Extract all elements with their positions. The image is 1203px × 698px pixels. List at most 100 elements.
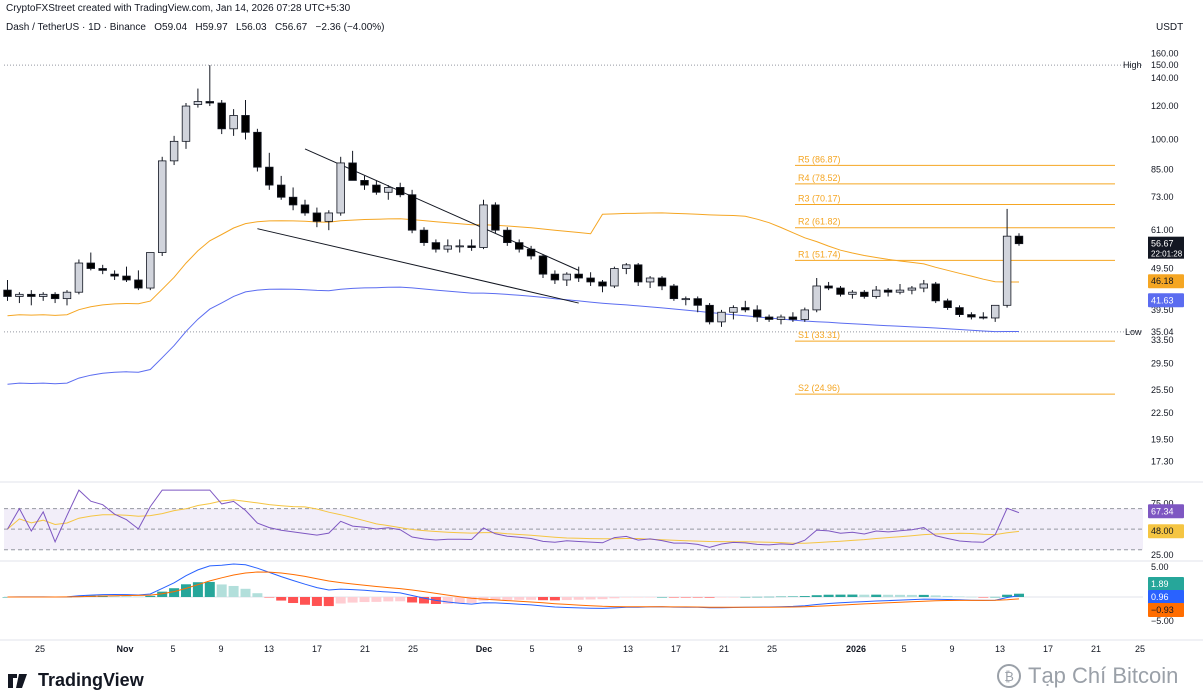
macd-histogram-bar (276, 597, 287, 601)
candle (729, 307, 738, 313)
macd-histogram-bar (764, 596, 775, 598)
candle (836, 287, 845, 295)
macd-histogram-bar (442, 597, 453, 604)
high-label: H (195, 22, 203, 33)
macd-histogram-bar (216, 584, 227, 597)
macd-histogram-bar (1002, 594, 1013, 597)
time-axis-tick: 5 (529, 644, 534, 654)
candle (776, 316, 786, 320)
candle (991, 304, 1000, 319)
macd-histogram-bar (383, 597, 394, 602)
macd-histogram-bar (335, 597, 346, 604)
rsi-line (7, 489, 1020, 548)
tradingview-logo[interactable]: TradingView (8, 670, 144, 691)
time-axis-tick: 9 (949, 644, 954, 654)
macd-histogram-bar (847, 594, 858, 597)
price-axis-tick: 25.50 (1151, 385, 1174, 395)
macd-histogram-bar (526, 597, 537, 600)
candle (312, 212, 322, 222)
candle (598, 281, 607, 287)
candle (253, 131, 262, 168)
last-price-badge-bg (1148, 236, 1184, 259)
macd-histogram-bar (918, 594, 929, 597)
price-axis-tick: 17.30 (1151, 456, 1174, 466)
candle (288, 196, 298, 206)
macd-histogram-bar (680, 597, 691, 598)
macd-histogram-bar (728, 597, 739, 598)
time-axis: 25 Nov 5 9 13 17 21 25 Dec 5 9 13 17 21 25 2026 5 9 13 17 21… (35, 644, 1145, 654)
price-axis-tick: 22.50 (1151, 408, 1174, 418)
candle (74, 262, 84, 293)
macd-histogram-bar (657, 596, 667, 598)
time-axis-tick: 25 (767, 644, 777, 654)
tradingview-logo-text: TradingView (38, 670, 144, 690)
low-label: L (236, 22, 242, 33)
macd-histogram-bar (942, 595, 953, 597)
candle (407, 194, 417, 231)
candle (443, 245, 452, 250)
time-axis-tick: 9 (218, 644, 223, 654)
candle (491, 204, 500, 231)
macd-histogram-bar (466, 597, 477, 603)
macd-histogram-bar (204, 581, 215, 597)
candle (657, 277, 667, 287)
macd-line (7, 563, 1020, 609)
macd-histogram-bar (954, 596, 965, 597)
candle (419, 229, 429, 244)
candle (883, 289, 893, 293)
macd-histogram-bar (169, 588, 180, 597)
candle (27, 293, 36, 297)
candle (586, 277, 595, 283)
macd-histogram-bar (609, 597, 620, 599)
macd-histogram-bar (859, 594, 870, 597)
sma-short-badge: 46.18 (1151, 276, 1174, 286)
macd-histogram-bar (799, 596, 810, 597)
candle (455, 245, 464, 248)
candle (39, 293, 48, 297)
tradingview-logo-icon (8, 673, 27, 688)
macd-hist-badge-bg (1148, 577, 1184, 591)
time-axis-tick: 2026 (846, 644, 866, 654)
bitcoin-icon: ₿ (997, 664, 1021, 688)
last-price-value: 56.67 (1151, 239, 1174, 249)
candle (276, 184, 286, 198)
symbol-name[interactable]: Dash / TetherUS · 1D · Binance (6, 22, 146, 33)
pivot-label: S2 (24.96) (798, 383, 840, 393)
price-axis-tick: 140.00 (1151, 73, 1179, 83)
wedge-lower-line (257, 228, 579, 304)
macd-histogram-bar (347, 597, 358, 603)
sma-long-badge-bg (1148, 293, 1184, 308)
price-axis-tick: 39.50 (1151, 305, 1174, 315)
watermark-text: Tạp Chí Bitcoin (1028, 663, 1179, 688)
macd-histogram-bar (264, 597, 275, 598)
pivot-label: S1 (33.31) (798, 330, 840, 340)
candle (610, 268, 619, 287)
candle (526, 248, 536, 257)
macd-histogram-bar (323, 597, 334, 607)
time-axis-tick: 5 (170, 644, 175, 654)
candle (634, 264, 643, 283)
time-axis-tick: 5 (901, 644, 906, 654)
rsi-badge-bg (1148, 504, 1184, 519)
currency-label: USDT (1156, 22, 1184, 33)
high-marker-value: 150.00 (1151, 60, 1179, 70)
candle (574, 273, 583, 279)
candle (193, 101, 203, 105)
price-axis-tick: 29.50 (1151, 358, 1174, 368)
candle (645, 277, 655, 283)
wedge-upper-line (304, 148, 579, 271)
bar-countdown: 22:01:28 (1151, 250, 1183, 259)
macd-histogram-bar (906, 594, 917, 597)
candle (705, 304, 714, 323)
price-axis-tick: 19.50 (1151, 434, 1174, 444)
macd-value-badge-bg (1148, 590, 1184, 604)
candle (265, 166, 274, 186)
macd-hist-badge: 1.89 (1151, 579, 1169, 589)
macd-histogram-bar (716, 597, 727, 598)
candle (467, 245, 476, 248)
candle (217, 102, 226, 130)
macd-histogram-bar (157, 591, 168, 597)
pivot-label: R1 (51.74) (798, 249, 841, 259)
candle (372, 184, 381, 193)
